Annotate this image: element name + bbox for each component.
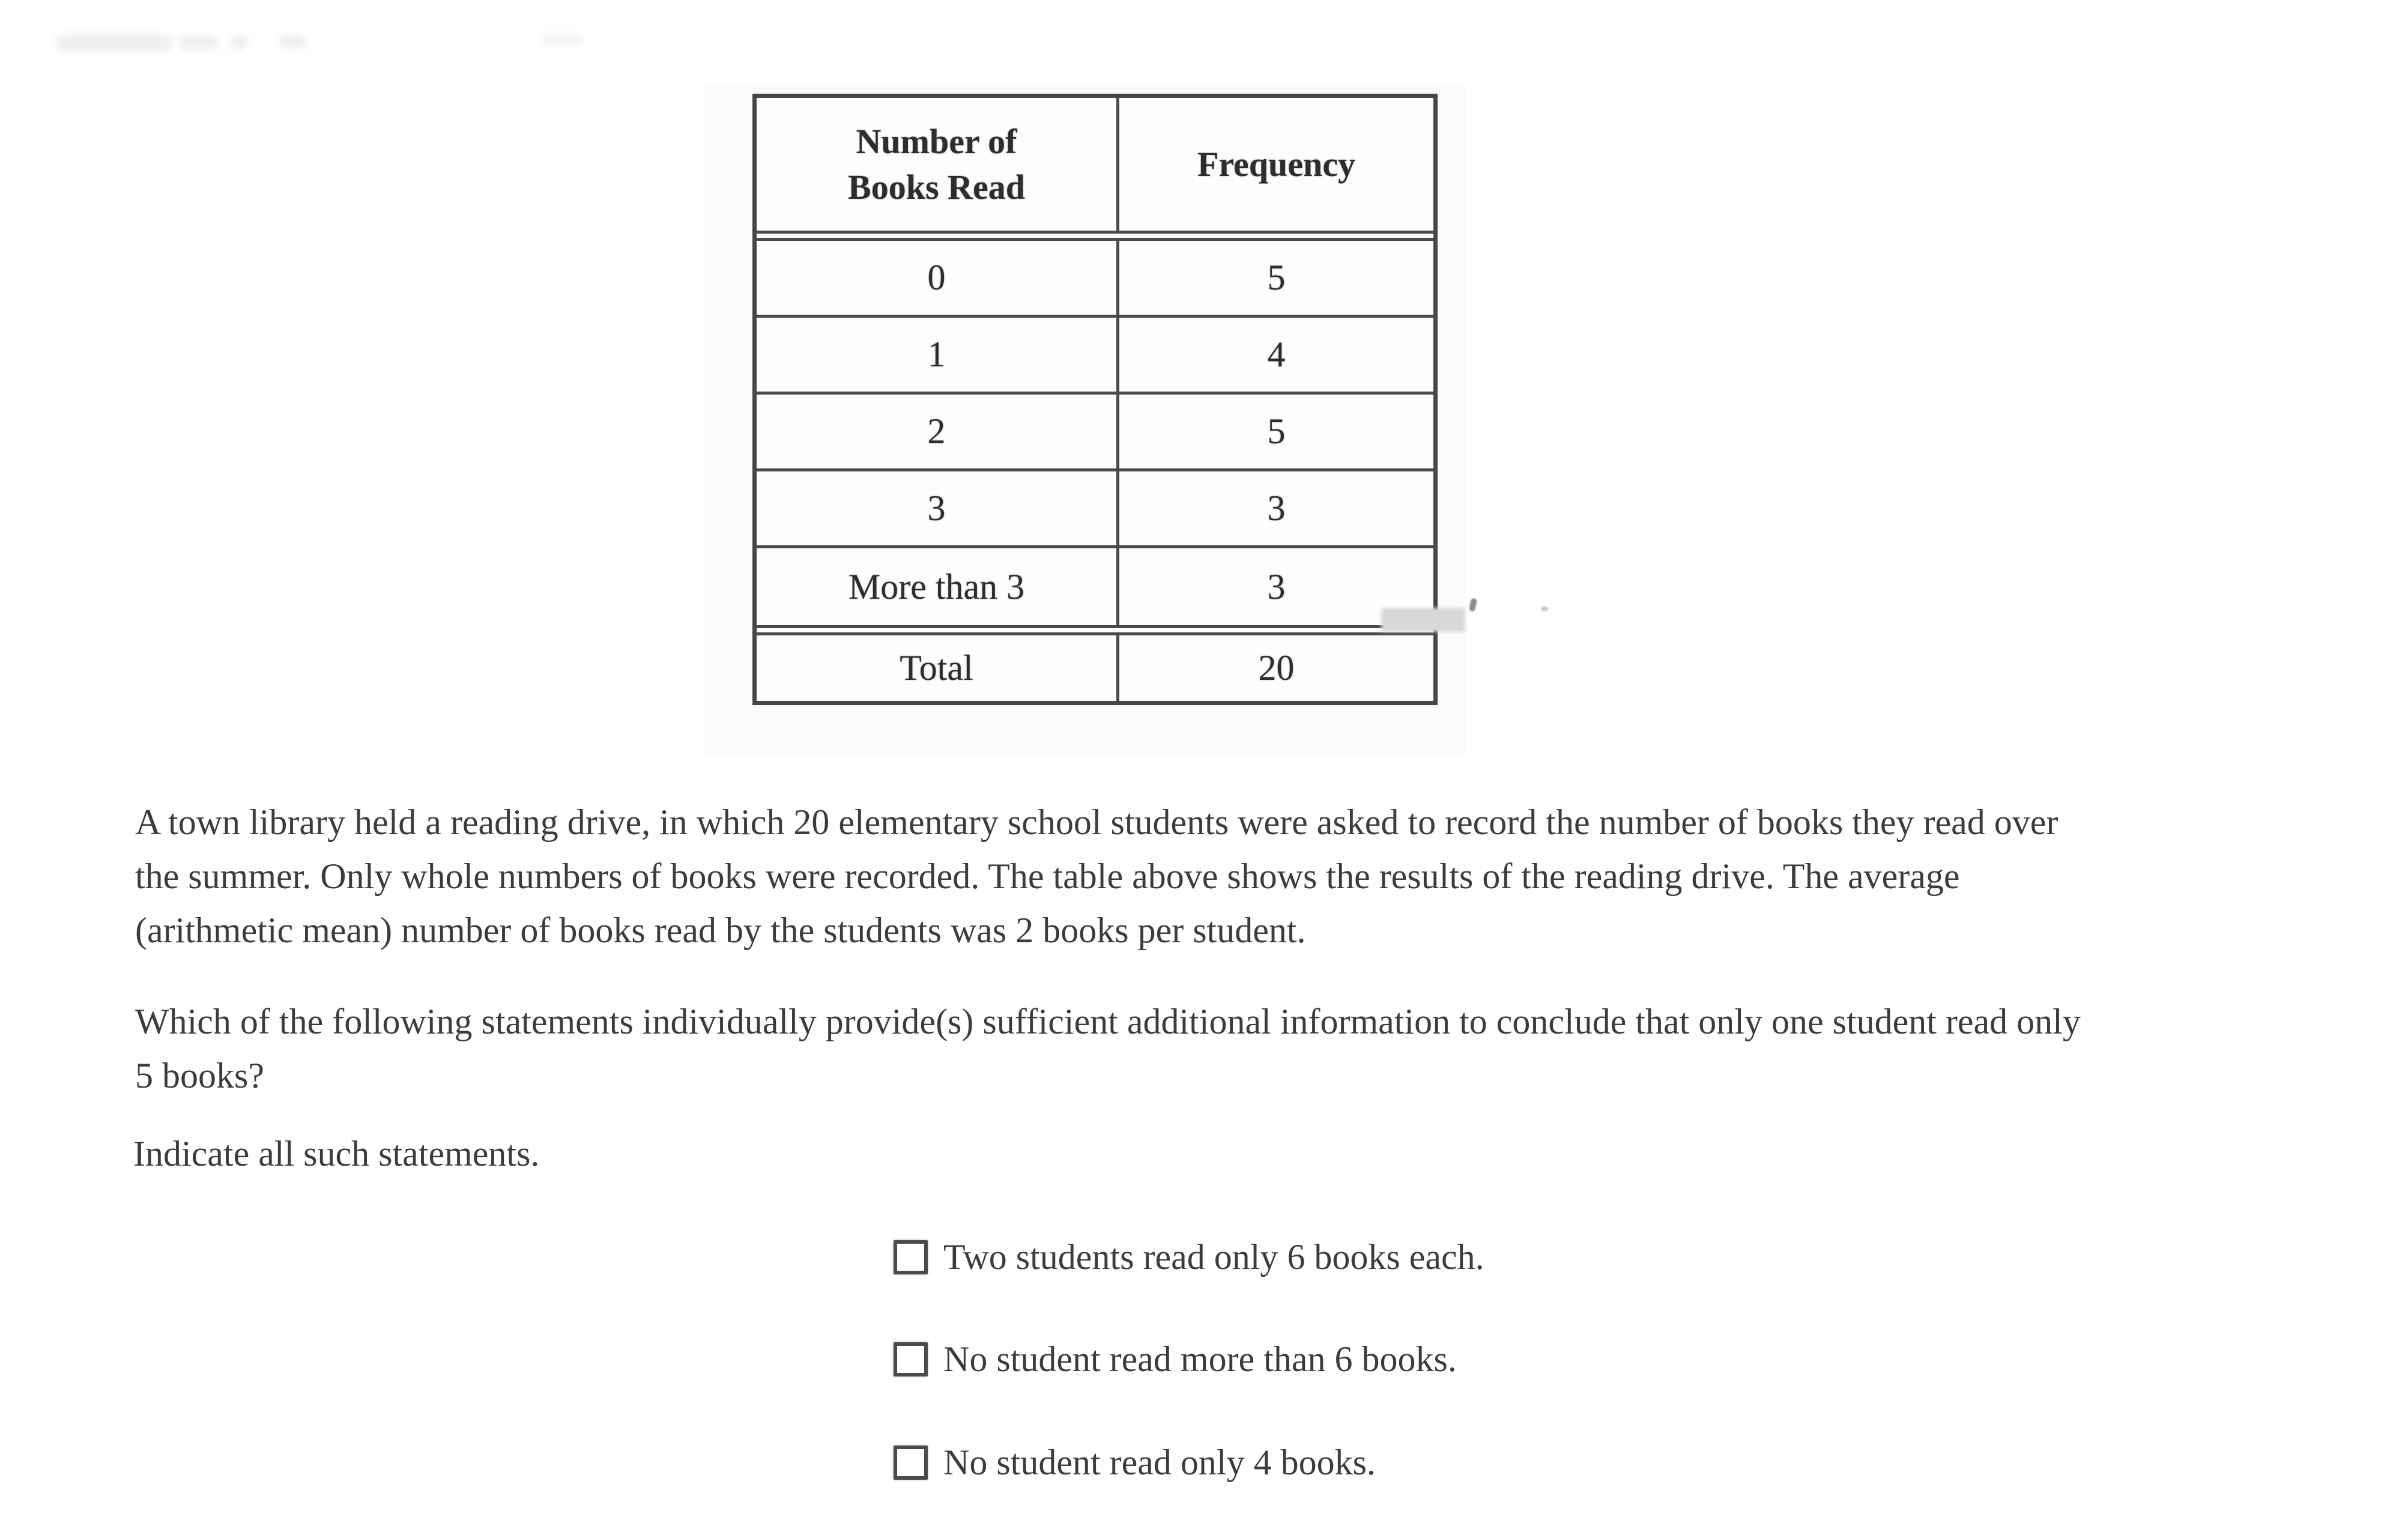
frequency-value: 4 bbox=[1267, 335, 1286, 374]
header-number-of-books-read: Number of Books Read bbox=[757, 98, 1119, 231]
scan-artifact bbox=[1541, 607, 1548, 611]
choice-label-3: No student read only 4 books. bbox=[943, 1442, 1376, 1482]
total-label: Total bbox=[757, 635, 1119, 701]
table-total-row: Total 20 bbox=[757, 635, 1433, 701]
frequency-table: Number of Books Read Frequency 0 5 1 4 2… bbox=[752, 94, 1438, 705]
scan-artifact bbox=[1468, 598, 1478, 612]
checkbox-choice-2[interactable] bbox=[894, 1342, 928, 1376]
paragraph-line: the summer. Only whole numbers of books … bbox=[135, 856, 1960, 896]
question-paragraph-2: Which of the following statements indivi… bbox=[135, 995, 2081, 1103]
choice-row-1[interactable]: Two students read only 6 books each. bbox=[894, 1230, 1484, 1284]
table-row: 2 5 bbox=[757, 395, 1433, 471]
choice-label-2: No student read more than 6 books. bbox=[943, 1339, 1457, 1379]
double-rule bbox=[757, 625, 1433, 635]
checkbox-choice-1[interactable] bbox=[894, 1240, 928, 1274]
checkbox-choice-3[interactable] bbox=[894, 1445, 928, 1480]
books-read-value: 0 bbox=[757, 241, 1119, 315]
table-row: 1 4 bbox=[757, 318, 1433, 395]
books-read-value: More than 3 bbox=[757, 548, 1119, 625]
paragraph-line: 5 books? bbox=[135, 1056, 264, 1095]
choice-label-1: Two students read only 6 books each. bbox=[943, 1237, 1484, 1277]
paragraph-line: (arithmetic mean) number of books read b… bbox=[135, 910, 1306, 950]
frequency-value: 3 bbox=[1267, 566, 1286, 607]
table-header-row: Number of Books Read Frequency bbox=[757, 98, 1433, 231]
books-read-value: 3 bbox=[757, 471, 1119, 545]
scan-artifact bbox=[540, 33, 582, 46]
scan-artifact bbox=[279, 35, 306, 49]
scan-artifact bbox=[57, 35, 171, 50]
table-row: 0 5 bbox=[757, 241, 1433, 318]
frequency-value: 5 bbox=[1267, 411, 1286, 451]
paragraph-line: A town library held a reading drive, in … bbox=[135, 802, 2059, 842]
choice-row-2[interactable]: No student read more than 6 books. bbox=[894, 1332, 1457, 1386]
paragraph-line: Which of the following statements indivi… bbox=[135, 1002, 2081, 1041]
scan-artifact bbox=[231, 36, 247, 49]
table-row: More than 3 3 bbox=[757, 548, 1433, 625]
scan-artifact bbox=[180, 36, 217, 49]
scan-artifact bbox=[1381, 608, 1465, 632]
question-paragraph-1: A town library held a reading drive, in … bbox=[135, 795, 2058, 957]
books-read-value: 2 bbox=[757, 395, 1119, 468]
choice-row-3[interactable]: No student read only 4 books. bbox=[894, 1435, 1376, 1489]
total-value: 20 bbox=[1258, 648, 1295, 688]
header-frequency: Frequency bbox=[1197, 144, 1356, 184]
books-read-value: 1 bbox=[757, 318, 1119, 392]
frequency-value: 3 bbox=[1267, 488, 1286, 528]
double-rule bbox=[757, 231, 1433, 241]
frequency-value: 5 bbox=[1267, 258, 1286, 297]
table-row: 3 3 bbox=[757, 471, 1433, 548]
indicate-instruction: Indicate all such statements. bbox=[133, 1134, 540, 1173]
